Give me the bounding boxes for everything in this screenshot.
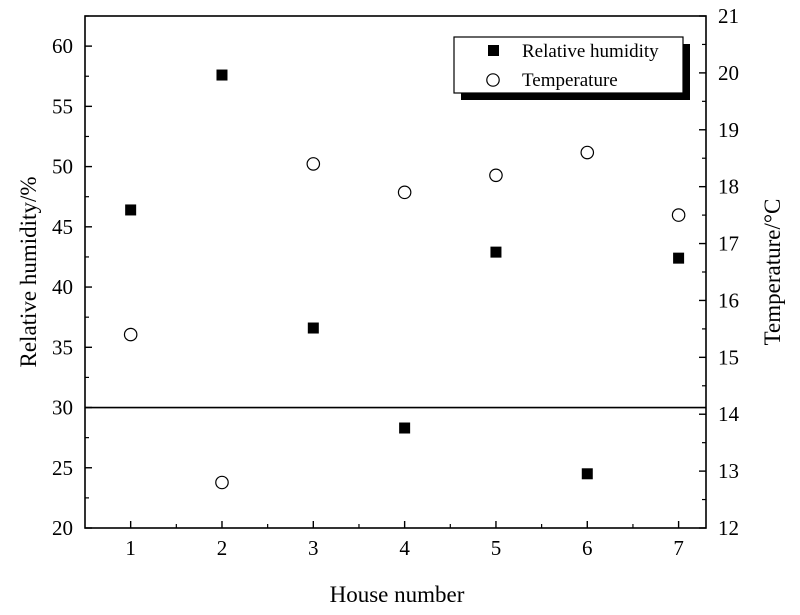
temperature-point bbox=[397, 185, 412, 200]
temperature-point bbox=[580, 145, 595, 160]
x-tick-label: 5 bbox=[491, 536, 502, 560]
x-tick-label: 2 bbox=[217, 536, 228, 560]
temperature-point bbox=[215, 475, 229, 490]
humidity-point bbox=[490, 246, 502, 258]
humidity-point bbox=[399, 422, 411, 434]
legend-label-temperature: Temperature bbox=[522, 70, 618, 91]
y-right-tick-label: 15 bbox=[718, 345, 739, 369]
humidity-point bbox=[216, 69, 228, 81]
temperature-point bbox=[671, 208, 686, 222]
temperature-point bbox=[306, 157, 321, 171]
y-left-tick-label: 40 bbox=[52, 275, 73, 299]
tick-layer: 1 2 3 4 5 6 7202530354045505560121314151617181… bbox=[52, 4, 740, 560]
y-right-tick-label: 18 bbox=[718, 175, 739, 199]
y-left-tick-label: 50 bbox=[52, 155, 73, 179]
temperature-point bbox=[123, 327, 138, 342]
y-right-tick-label: 21 bbox=[718, 4, 739, 28]
humidity-point bbox=[581, 468, 593, 480]
temperature-point bbox=[489, 168, 503, 183]
x-axis-title: House number bbox=[330, 582, 465, 607]
y-left-tick-label: 30 bbox=[52, 396, 73, 420]
y-axis-title-right: Temperature/°C bbox=[760, 199, 785, 346]
humidity-point bbox=[307, 322, 319, 334]
y-right-tick-label: 13 bbox=[718, 459, 739, 483]
y-left-tick-label: 20 bbox=[52, 516, 73, 540]
x-tick-label: 1 bbox=[125, 536, 136, 560]
humidity-point bbox=[673, 252, 685, 264]
x-tick-label: 6 bbox=[582, 536, 593, 560]
y-right-tick-label: 20 bbox=[718, 61, 739, 85]
x-tick-label: 3 bbox=[308, 536, 319, 560]
y-right-tick-label: 19 bbox=[718, 118, 739, 142]
legend: Relative humidity Temperature bbox=[453, 36, 690, 100]
marker-layer bbox=[123, 69, 686, 490]
y-left-tick-label: 60 bbox=[52, 34, 73, 58]
y-right-tick-label: 12 bbox=[718, 516, 739, 540]
y-right-tick-label: 14 bbox=[718, 402, 740, 426]
y-axis-title-left: Relative humidity/% bbox=[16, 177, 41, 368]
y-left-tick-label: 25 bbox=[52, 456, 73, 480]
x-tick-label: 7 bbox=[673, 536, 684, 560]
y-left-tick-label: 35 bbox=[52, 335, 73, 359]
legend-circle-marker bbox=[486, 73, 500, 87]
x-tick-label: 4 bbox=[399, 536, 410, 560]
legend-square-marker bbox=[488, 45, 499, 56]
legend-label-humidity: Relative humidity bbox=[522, 41, 659, 62]
y-left-tick-label: 45 bbox=[52, 215, 73, 239]
y-right-tick-label: 16 bbox=[718, 288, 739, 312]
y-right-tick-label: 17 bbox=[718, 232, 739, 256]
y-left-tick-label: 55 bbox=[52, 94, 73, 118]
humidity-point bbox=[125, 204, 137, 216]
